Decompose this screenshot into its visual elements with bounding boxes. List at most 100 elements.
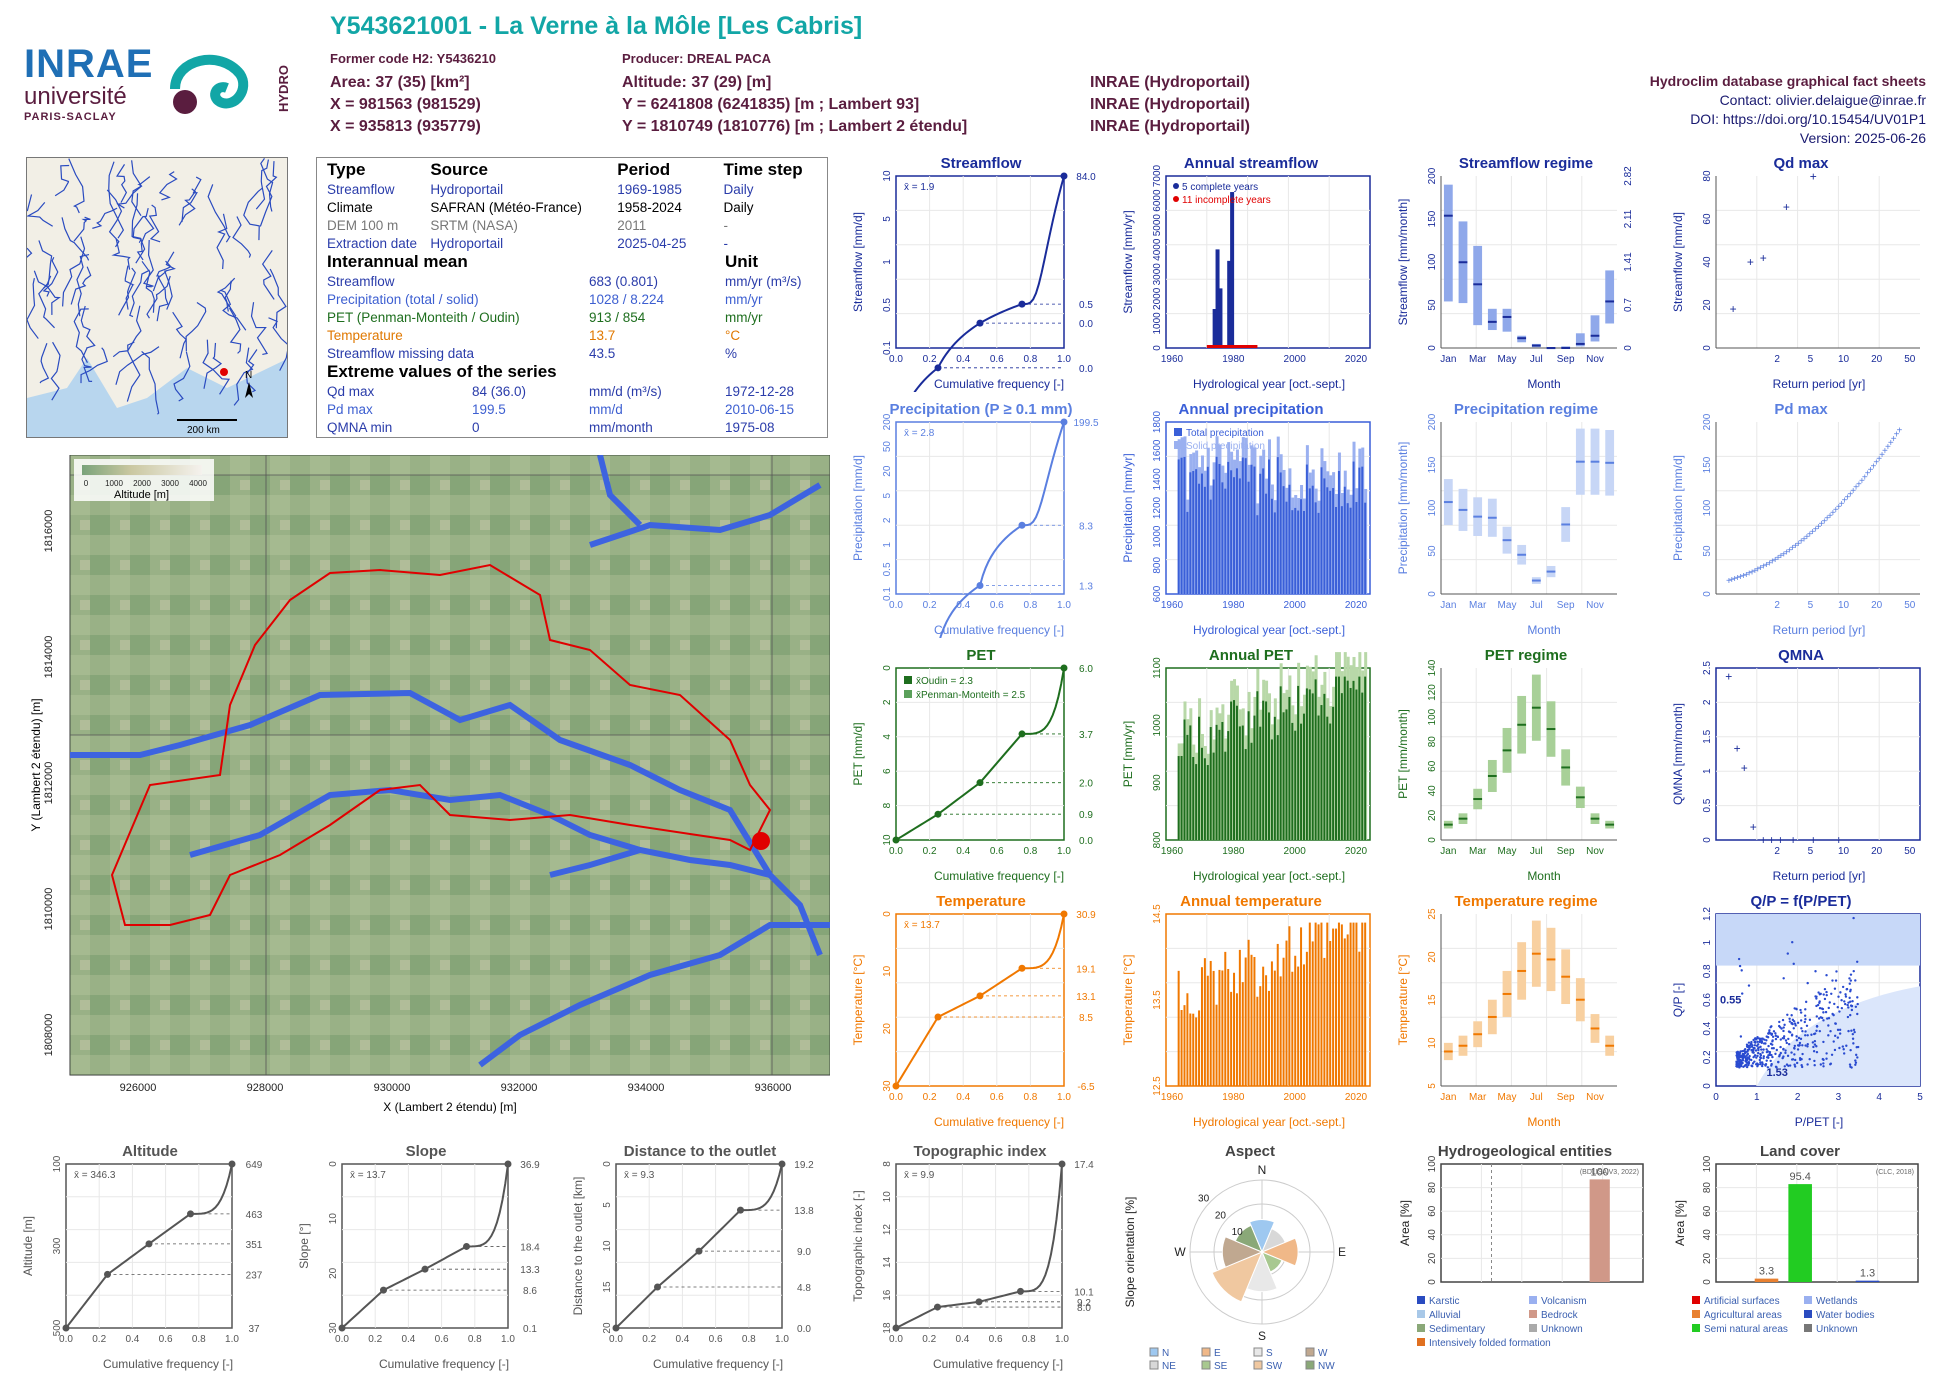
right-tick-label: 0	[1623, 345, 1634, 351]
y-tick-label: 0	[882, 911, 893, 917]
qp-point	[1849, 1013, 1852, 1017]
x-tick-label: 0.6	[990, 354, 1004, 365]
x-tick-label: 2020	[1345, 600, 1368, 611]
cell: Temperature	[327, 327, 403, 343]
minimap-river	[141, 260, 155, 313]
qp-point	[1856, 1012, 1859, 1016]
right-tick-label: 9.2	[1077, 1298, 1091, 1309]
annual-bar	[1355, 502, 1358, 594]
cell: Hydroportail	[430, 181, 504, 197]
qp-point	[1833, 987, 1837, 990]
right-tick-label: 0.9	[1079, 810, 1093, 821]
minimap-river	[142, 239, 154, 288]
qp-point	[1761, 1061, 1764, 1064]
qp-point	[1793, 1044, 1797, 1048]
x-axis-label: P/PET [-]	[1795, 1115, 1843, 1129]
qp-point	[1813, 1043, 1817, 1046]
qp-point	[1801, 1052, 1804, 1056]
annual-bar	[1262, 966, 1265, 1086]
catchment-map: 0 1000 2000 3000 4000 Altitude [m] 926000 928…	[29, 454, 831, 1125]
qp-point	[1815, 1045, 1818, 1048]
minimap-river	[228, 307, 242, 354]
annual-bar	[1273, 512, 1276, 594]
annual-bar	[1209, 499, 1212, 594]
qp-point	[1764, 1064, 1767, 1067]
x-axis-label: Cumulative frequency [-]	[934, 869, 1064, 883]
extreme-point: +	[1871, 461, 1877, 472]
qp-point	[1799, 1019, 1803, 1022]
universite-wordmark: université	[24, 83, 127, 110]
y-tick-label: 0	[1702, 837, 1713, 843]
legend-swatch	[1173, 196, 1179, 202]
qp-point	[1769, 1032, 1772, 1035]
x-tick-label: 2000	[1284, 600, 1307, 611]
qp-point	[1851, 999, 1854, 1003]
qp-point	[1779, 1038, 1782, 1041]
y-axis-label: Topographic index [-]	[851, 1190, 865, 1301]
month-tick-label: May	[1498, 846, 1517, 857]
legend-swatch	[1201, 1347, 1211, 1357]
minimap-river	[233, 347, 254, 406]
cell: mm/d	[589, 401, 623, 417]
annual-bar	[1276, 457, 1279, 594]
y-tick-label: 8	[882, 802, 893, 808]
ring-label: 10	[1232, 1227, 1244, 1238]
qp-point	[1741, 1050, 1744, 1053]
qp-point	[1811, 1041, 1815, 1044]
minimap-river	[216, 277, 237, 318]
x-tick-label: 0.4	[955, 1334, 969, 1345]
x-tick-label: 1.0	[1057, 354, 1071, 365]
qp-point	[1804, 1000, 1808, 1004]
qp-point	[1825, 974, 1828, 977]
right-tick-label: 0.0	[1079, 836, 1093, 847]
annual-bar-incomplete	[1250, 345, 1255, 348]
annual-bar	[1265, 975, 1268, 1086]
annual-bar	[1206, 466, 1209, 594]
qp-point	[1801, 1044, 1804, 1047]
qp-point	[1806, 1045, 1809, 1048]
minimap-river	[92, 207, 118, 229]
table-row: DEM 100 m SRTM (NASA) 2011 -	[327, 216, 817, 234]
y-tick-label: 18	[882, 1322, 893, 1334]
extreme-point: +	[1897, 425, 1903, 436]
qp-point	[1762, 1048, 1765, 1051]
chart-title: Streamflow regime	[1459, 155, 1593, 172]
qp-point	[1765, 1059, 1768, 1062]
qp-point	[1854, 1063, 1857, 1066]
qp-point	[1825, 1057, 1828, 1060]
y-tick-label: 1400	[1152, 468, 1163, 491]
month-tick-label: Mar	[1469, 354, 1487, 365]
right-tick-label: 2.82	[1623, 166, 1634, 186]
right-tick-label: 351	[246, 1240, 263, 1251]
minimap-river	[106, 189, 123, 248]
extreme-point: +	[1894, 430, 1900, 441]
y-tick-label: 1.2	[1702, 907, 1713, 921]
annual-bar	[1250, 464, 1253, 594]
legend-label: NW	[1318, 1361, 1335, 1372]
x-tick-label: 0.4	[956, 1092, 970, 1103]
y-tick-label: 6000	[1152, 189, 1163, 212]
qp-point	[1808, 1018, 1812, 1022]
month-tick-label: Jan	[1440, 354, 1456, 365]
y-tick-label: 200	[1702, 413, 1713, 430]
right-tick-label: 0.7	[1623, 298, 1634, 312]
above-one-zone	[1716, 914, 1920, 966]
cell: Daily	[723, 199, 754, 215]
mean-label: x̄ = 346.3	[74, 1170, 116, 1181]
qp-point	[1747, 1044, 1750, 1048]
x-tick-label: 2	[1774, 354, 1780, 365]
qp-point	[1852, 916, 1855, 920]
qp-point	[1825, 1052, 1828, 1055]
minimap-river	[50, 341, 61, 401]
annual-bar-incomplete	[1227, 345, 1232, 348]
extreme-point: +	[1730, 302, 1737, 316]
qp-point	[1838, 1032, 1842, 1035]
right-tick-label: 19.1	[1076, 964, 1096, 975]
qp-point	[1822, 993, 1825, 996]
x-lambert2e: X = 935813 (935779)	[330, 118, 481, 135]
x-tick-label: 50	[1904, 846, 1916, 857]
catchment-map-svg: 0 1000 2000 3000 4000 Altitude [m] 926000 928…	[29, 454, 831, 1114]
qp-point	[1768, 1050, 1772, 1054]
qp-point	[1783, 1065, 1786, 1068]
right-tick-label: 0.0	[1079, 364, 1093, 375]
